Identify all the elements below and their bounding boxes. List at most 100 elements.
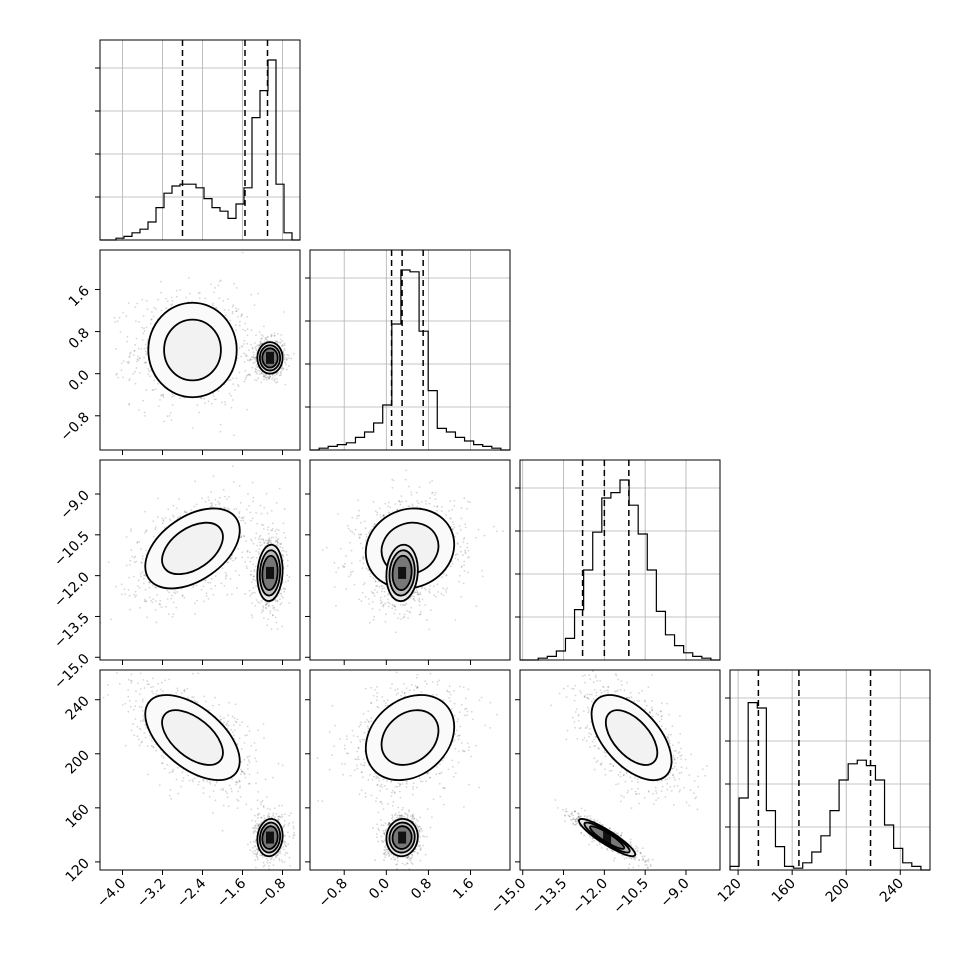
sample-point — [258, 548, 261, 550]
sample-point — [280, 595, 283, 597]
sample-point — [215, 398, 217, 401]
sample-point — [272, 614, 274, 616]
sample-point — [391, 486, 394, 489]
sample-point — [436, 506, 439, 508]
sample-point — [428, 502, 431, 505]
sample-point — [264, 376, 267, 379]
sample-point — [243, 535, 246, 538]
sample-point — [459, 546, 462, 548]
sample-point — [133, 561, 136, 564]
sample-point — [136, 541, 139, 544]
sample-point — [396, 508, 399, 511]
sample-point — [416, 506, 419, 508]
sample-point — [228, 392, 231, 395]
sample-point — [260, 381, 263, 384]
sample-point — [276, 377, 278, 380]
sample-point — [160, 291, 163, 294]
sample-point — [185, 511, 188, 513]
sample-point — [464, 523, 467, 526]
sample-point — [217, 500, 219, 503]
sample-point — [143, 577, 145, 580]
sample-point — [163, 526, 166, 529]
sample-point — [282, 522, 285, 525]
sample-point — [210, 491, 213, 494]
sample-point — [154, 526, 157, 528]
sample-point — [107, 561, 110, 563]
sample-point — [286, 353, 288, 356]
sample-point — [157, 516, 159, 519]
sample-point — [133, 556, 136, 559]
sample-point — [199, 397, 202, 400]
sample-point — [346, 524, 349, 527]
sample-point — [417, 502, 420, 504]
sample-point — [248, 359, 251, 362]
sample-point — [207, 597, 210, 600]
sample-point — [139, 607, 141, 609]
sample-point — [148, 596, 151, 599]
sample-point — [276, 599, 279, 602]
sample-point — [263, 375, 266, 377]
sample-point — [251, 356, 253, 358]
sample-point — [143, 582, 145, 585]
sample-point — [232, 377, 234, 380]
sample-point — [404, 478, 407, 481]
sample-point — [234, 307, 237, 310]
sample-point — [270, 542, 273, 544]
sample-point — [134, 306, 137, 308]
sample-point — [227, 298, 229, 301]
sample-point — [141, 555, 144, 557]
sample-point — [284, 536, 287, 539]
sample-point — [245, 355, 247, 358]
sample-point — [398, 500, 400, 503]
sample-point — [178, 498, 181, 500]
sample-point — [286, 565, 289, 567]
sample-point — [250, 557, 253, 560]
sample-point — [246, 567, 249, 569]
sample-point — [281, 596, 284, 599]
sample-point — [134, 382, 137, 385]
sample-point — [141, 298, 144, 301]
sample-point — [229, 378, 232, 381]
sample-point — [251, 616, 254, 619]
sample-point — [265, 601, 268, 604]
sample-point — [207, 496, 210, 499]
sample-point — [281, 547, 284, 549]
sample-point — [166, 415, 169, 418]
sample-point — [387, 501, 390, 504]
sample-point — [203, 600, 206, 603]
sample-point — [428, 591, 431, 594]
sample-point — [428, 590, 430, 593]
sample-point — [253, 570, 256, 573]
sample-point — [252, 578, 255, 581]
sample-point — [128, 576, 131, 579]
sample-point — [270, 529, 273, 532]
sample-point — [477, 528, 480, 531]
contour-line — [261, 554, 279, 591]
sample-point — [267, 539, 270, 541]
sample-point — [263, 325, 265, 328]
sample-point — [280, 602, 283, 605]
sample-point — [394, 609, 397, 611]
sample-point — [128, 355, 131, 357]
sample-point — [268, 604, 270, 607]
sample-point — [114, 321, 116, 323]
sample-point — [238, 485, 241, 487]
sample-point — [333, 586, 336, 588]
sample-point — [456, 532, 459, 535]
sample-point — [235, 324, 237, 327]
sample-point — [274, 340, 277, 343]
sample-point — [374, 588, 376, 591]
sample-point — [467, 571, 469, 574]
sample-point — [258, 536, 261, 538]
sample-point — [274, 530, 277, 532]
sample-point — [354, 528, 357, 531]
sample-point — [240, 519, 243, 522]
sample-point — [231, 465, 234, 468]
sample-point — [149, 322, 152, 325]
histogram-step — [520, 479, 720, 661]
sample-point — [240, 315, 243, 318]
sample-point — [268, 377, 271, 380]
sample-point — [371, 601, 374, 603]
sample-point — [160, 280, 162, 283]
sample-point — [431, 479, 433, 482]
